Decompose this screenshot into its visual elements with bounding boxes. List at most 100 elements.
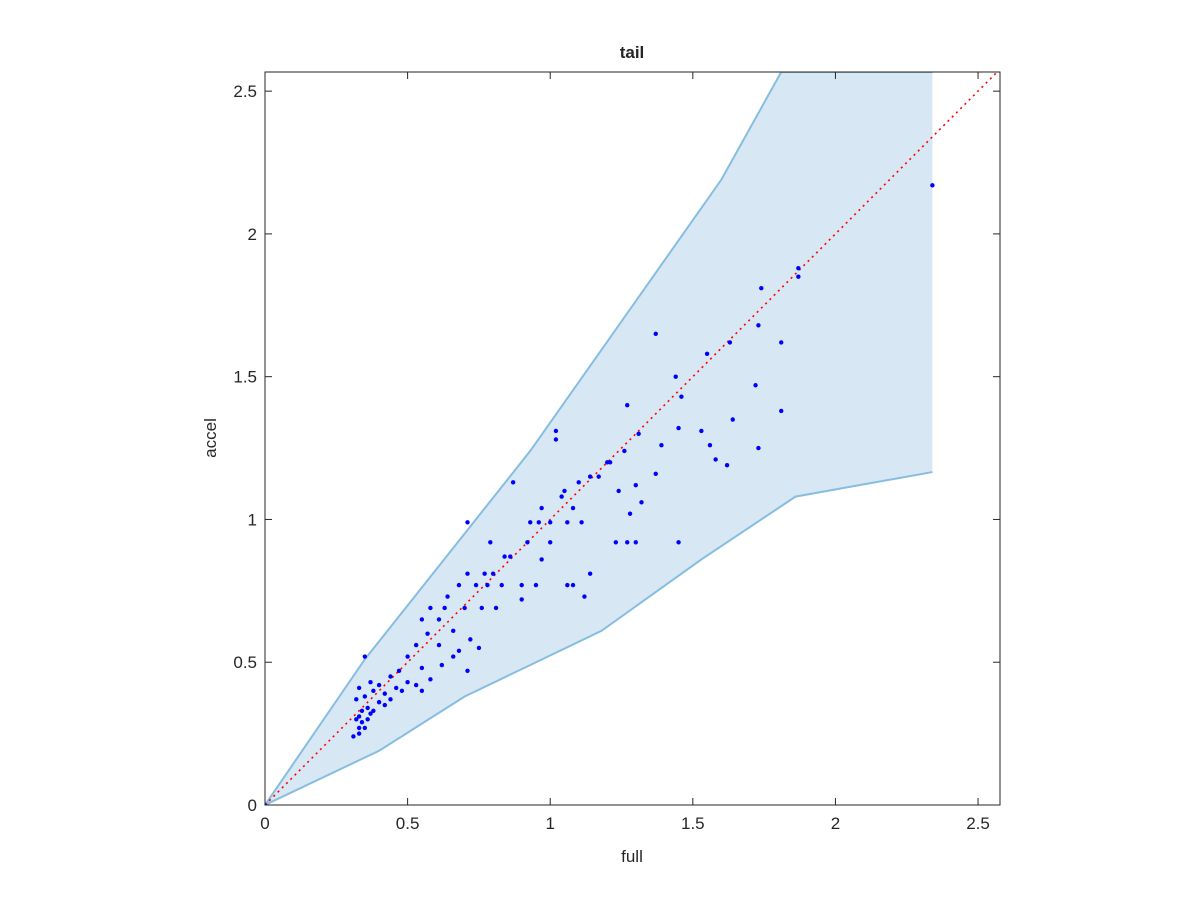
scatter-point	[508, 554, 513, 559]
reference-line	[265, 72, 999, 805]
y-tick-label: 2.5	[233, 82, 257, 101]
scatter-point	[759, 285, 764, 291]
scatter-point	[633, 482, 638, 488]
scatter-point	[707, 443, 713, 448]
scatter-point	[548, 540, 553, 545]
scatter-point	[445, 594, 450, 599]
scatter-point	[419, 665, 425, 671]
scatter-point	[405, 654, 410, 659]
scatter-point	[756, 323, 761, 328]
scatter-point	[479, 605, 484, 611]
scatter-point	[482, 571, 487, 576]
scatter-point	[570, 505, 576, 511]
band-lower	[265, 471, 933, 805]
scatter-point	[596, 474, 601, 479]
scatter-point	[779, 340, 784, 345]
scatter-point	[413, 642, 419, 648]
scatter-point	[368, 680, 373, 685]
scatter-point	[519, 597, 524, 602]
scatter-point	[476, 645, 482, 651]
scatter-point	[465, 520, 470, 525]
scatter-point	[570, 582, 576, 588]
scatter-point	[562, 488, 567, 494]
y-axis-label: accel	[201, 418, 220, 458]
scatter-point	[525, 540, 530, 545]
scatter-point	[354, 717, 359, 722]
scatter-point	[519, 582, 524, 588]
scatter-point	[428, 605, 433, 611]
scatter-point	[388, 697, 393, 702]
scatter-point	[633, 540, 638, 545]
scatter-point	[456, 648, 462, 654]
scatter-point	[359, 719, 365, 725]
scatter-point	[356, 725, 362, 731]
x-tick-label: 0	[260, 814, 269, 833]
scatter-point	[673, 374, 678, 379]
scatter-point	[727, 340, 733, 345]
scatter-point	[510, 480, 516, 485]
scatter-point	[528, 520, 533, 525]
scatter-point	[493, 605, 499, 611]
scatter-point	[362, 725, 368, 731]
scatter-point	[442, 605, 447, 611]
scatter-point	[539, 557, 544, 562]
scatter-point	[659, 443, 664, 448]
y-tick-label: 1.5	[233, 368, 257, 387]
scatter-point	[468, 637, 473, 642]
scatter-point	[622, 448, 627, 454]
scatter-point	[533, 582, 539, 588]
scatter-point	[356, 731, 362, 736]
band-upper	[265, 72, 933, 805]
scatter-point	[779, 408, 784, 414]
y-tick-label: 1	[248, 510, 257, 529]
scatter-point	[502, 554, 507, 559]
scatter-point	[653, 471, 658, 476]
scatter-point	[713, 457, 718, 462]
scatter-point	[613, 540, 619, 545]
scatter-point	[753, 383, 758, 388]
scatter-point	[485, 582, 490, 588]
scatter-point	[553, 437, 559, 442]
scatter-point	[465, 571, 470, 576]
scatter-point	[679, 394, 684, 399]
scatter-point	[587, 474, 593, 479]
confidence-band	[265, 72, 933, 805]
scatter-point	[456, 582, 462, 588]
scatter-point	[462, 605, 467, 611]
scatter-point	[576, 480, 581, 485]
scatter-point	[625, 403, 630, 408]
scatter-point	[388, 674, 393, 679]
scatter-point	[356, 685, 362, 691]
scatter-point	[625, 540, 630, 545]
scatter-point	[365, 705, 370, 711]
scatter-point	[607, 460, 613, 465]
scatter-point	[579, 520, 584, 525]
scatter-point	[371, 688, 376, 693]
scatter-point	[565, 582, 570, 588]
x-tick-label: 0.5	[396, 814, 420, 833]
x-tick-label: 1.5	[681, 814, 705, 833]
scatter-point	[565, 520, 570, 525]
y-tick-label: 0.5	[233, 653, 257, 672]
y-tick-label: 0	[248, 796, 257, 815]
scatter-point	[639, 500, 644, 505]
scatter-point	[796, 274, 801, 279]
scatter-point	[451, 654, 456, 659]
scatter-point	[419, 688, 425, 693]
y-tick-label: 2	[248, 225, 257, 244]
scatter-point	[699, 428, 704, 434]
scatter-point	[488, 540, 493, 545]
scatter-point	[362, 654, 368, 659]
scatter-point	[376, 700, 382, 705]
scatter-point	[265, 802, 268, 805]
scatter-point	[368, 711, 373, 716]
scatter-point	[616, 488, 621, 494]
scatter-point	[354, 697, 359, 702]
scatter-point	[473, 582, 479, 588]
scatter-point	[676, 425, 681, 431]
scatter-point	[396, 668, 402, 673]
scatter-point	[436, 642, 442, 648]
scatter-point	[930, 183, 935, 188]
scatter-point	[428, 677, 433, 682]
